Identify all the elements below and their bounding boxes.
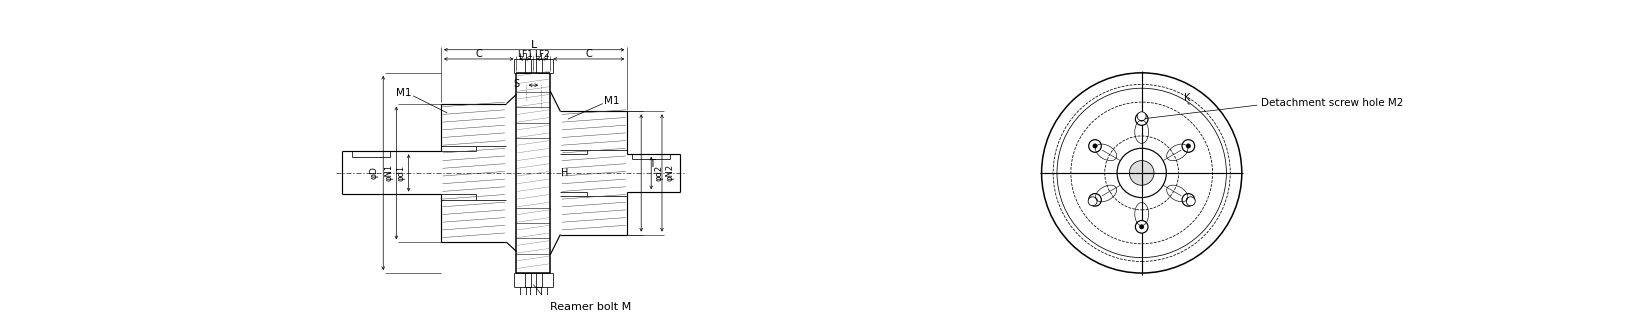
Circle shape <box>1186 197 1196 206</box>
Text: LF1: LF1 <box>517 50 534 59</box>
Text: φN2: φN2 <box>665 165 674 181</box>
Circle shape <box>1186 198 1191 202</box>
Text: H: H <box>562 168 568 178</box>
Circle shape <box>1183 140 1194 152</box>
Text: L: L <box>530 40 537 50</box>
Text: C: C <box>585 49 593 59</box>
Text: Reamer bolt M: Reamer bolt M <box>550 302 631 312</box>
Circle shape <box>1140 117 1145 121</box>
Text: φD: φD <box>369 166 379 179</box>
Text: M1: M1 <box>397 88 412 98</box>
Circle shape <box>1140 225 1145 229</box>
Text: φN1: φN1 <box>384 165 394 181</box>
Text: S: S <box>514 78 519 89</box>
Circle shape <box>1094 144 1097 148</box>
Text: φd2: φd2 <box>654 165 664 181</box>
Text: T: T <box>649 159 656 169</box>
Circle shape <box>1183 194 1194 206</box>
Circle shape <box>1089 194 1102 206</box>
Text: C: C <box>476 49 483 59</box>
Circle shape <box>1135 220 1148 233</box>
Circle shape <box>1136 112 1146 121</box>
Text: K: K <box>1184 93 1191 103</box>
Text: Detachment screw hole M2: Detachment screw hole M2 <box>1262 98 1403 108</box>
Circle shape <box>1186 144 1191 148</box>
Circle shape <box>1089 197 1097 206</box>
Circle shape <box>1135 113 1148 125</box>
Circle shape <box>1130 161 1155 185</box>
Circle shape <box>1089 140 1102 152</box>
Text: M1: M1 <box>604 96 619 106</box>
Text: φd1: φd1 <box>397 165 405 181</box>
Text: LF2: LF2 <box>534 50 550 59</box>
Circle shape <box>1094 198 1097 202</box>
